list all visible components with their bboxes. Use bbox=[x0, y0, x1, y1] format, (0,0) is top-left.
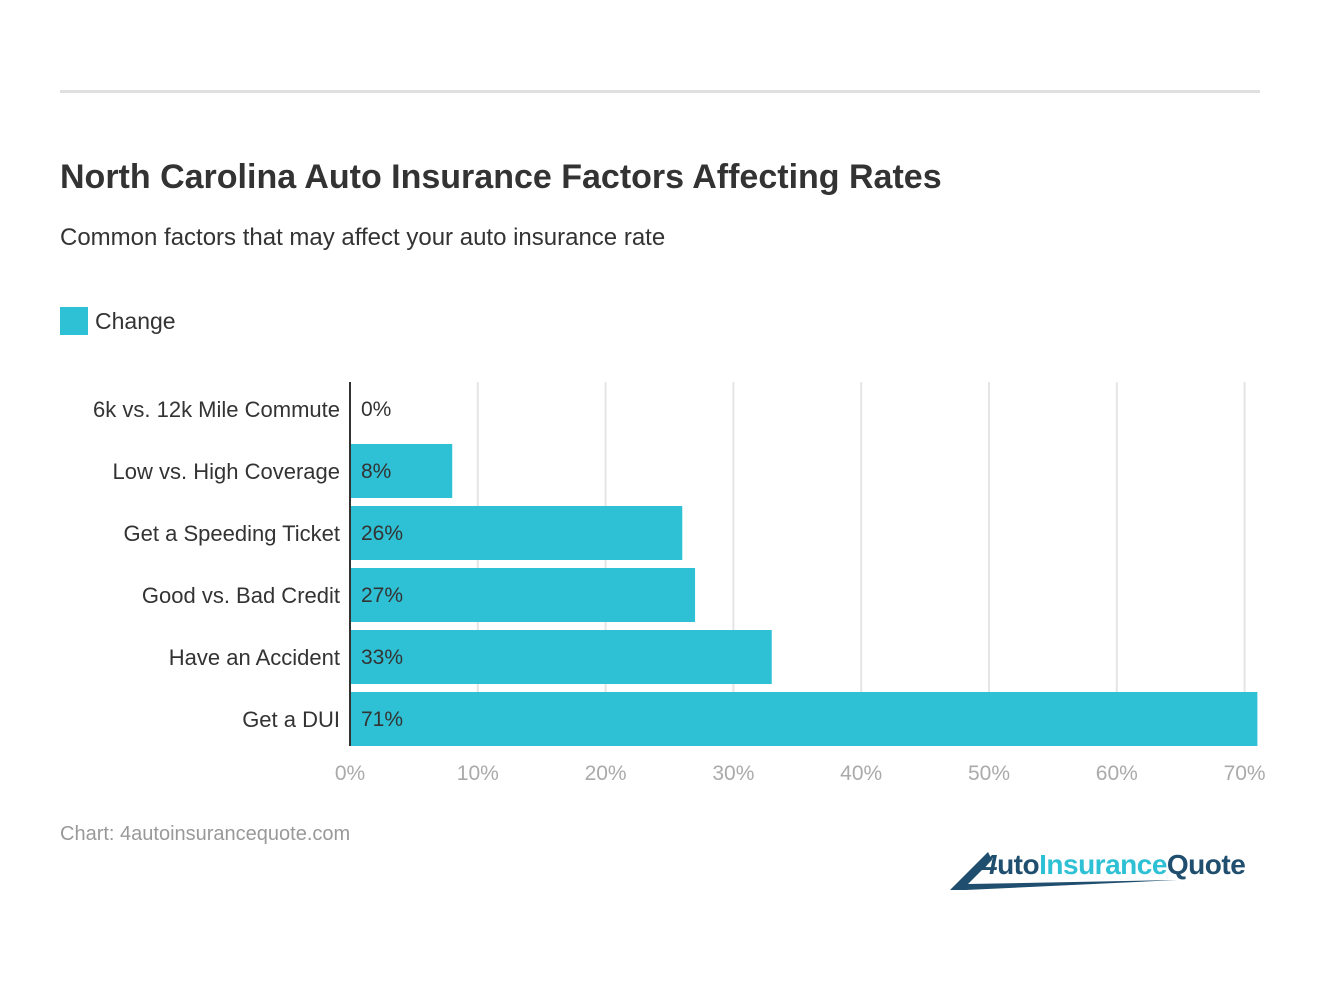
logo-image: 4utoInsuranceQuote bbox=[950, 849, 1246, 890]
chart-subtitle: Common factors that may affect your auto… bbox=[60, 224, 666, 251]
legend: Change bbox=[60, 307, 176, 335]
legend-label: Change bbox=[95, 307, 176, 334]
category-label: Get a Speeding Ticket bbox=[124, 521, 340, 546]
legend-swatch bbox=[60, 307, 88, 335]
category-label: Low vs. High Coverage bbox=[113, 459, 340, 484]
category-label: Have an Accident bbox=[169, 645, 340, 670]
bar bbox=[350, 506, 683, 560]
bar bbox=[350, 692, 1258, 746]
chart-title: North Carolina Auto Insurance Factors Af… bbox=[60, 158, 942, 196]
bar bbox=[350, 630, 772, 684]
x-tick-label: 10% bbox=[457, 762, 499, 785]
data-label: 27% bbox=[361, 584, 403, 607]
category-label: Good vs. Bad Credit bbox=[142, 583, 340, 608]
x-tick-label: 20% bbox=[585, 762, 627, 785]
bar bbox=[350, 444, 453, 498]
x-tick-label: 70% bbox=[1224, 762, 1266, 785]
data-label: 26% bbox=[361, 522, 403, 545]
logo: 4utoInsuranceQuote bbox=[948, 830, 1268, 900]
chart-source: Chart: 4autoinsurancequote.com bbox=[60, 823, 351, 845]
x-tick-label: 30% bbox=[712, 762, 754, 785]
category-label: Get a DUI bbox=[242, 707, 340, 732]
data-label: 33% bbox=[361, 646, 403, 669]
category-label: 6k vs. 12k Mile Commute bbox=[93, 397, 340, 422]
top-divider bbox=[60, 90, 1260, 93]
data-label: 71% bbox=[361, 708, 403, 731]
data-label: 0% bbox=[361, 398, 391, 421]
x-tick-label: 0% bbox=[335, 762, 365, 785]
x-tick-label: 40% bbox=[840, 762, 882, 785]
x-tick-label: 50% bbox=[968, 762, 1010, 785]
svg-text:4utoInsuranceQuote: 4utoInsuranceQuote bbox=[981, 849, 1245, 880]
bar bbox=[350, 568, 696, 622]
x-tick-label: 60% bbox=[1096, 762, 1138, 785]
data-label: 8% bbox=[361, 460, 391, 483]
